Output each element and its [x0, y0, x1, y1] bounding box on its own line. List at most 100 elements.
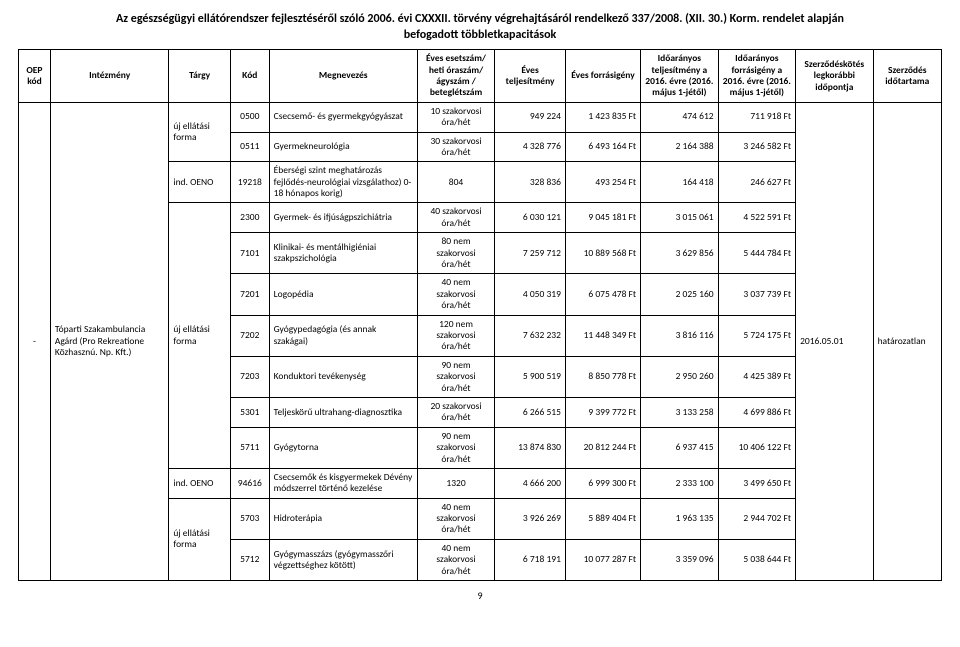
cell-idoaranyos-telj: 164 418: [641, 162, 718, 203]
cell-teljesitmeny: 7 632 232: [495, 315, 566, 356]
cell-idoaranyos-forr: 4 699 886 Ft: [718, 397, 795, 427]
capacity-table: OEP kód Intézmény Tárgy Kód Megnevezés É…: [18, 49, 942, 581]
cell-teljesitmeny: 4 050 319: [495, 274, 566, 315]
cell-idoaranyos-forr: 3 499 650 Ft: [718, 468, 795, 498]
cell-megnevezes: Csecsemő- és gyermekgyógyászat: [269, 102, 417, 132]
cell-kod: 5711: [230, 427, 269, 468]
cell-forrasigeny: 493 254 Ft: [565, 162, 640, 203]
cell-kod: 5703: [230, 498, 269, 539]
cell-esetszam: 20 szakorvosi óra/hét: [417, 397, 494, 427]
cell-esetszam: 120 nem szakorvosi óra/hét: [417, 315, 494, 356]
cell-kod: 7201: [230, 274, 269, 315]
cell-idoaranyos-forr: 5 038 644 Ft: [718, 539, 795, 580]
cell-esetszam: 40 nem szakorvosi óra/hét: [417, 274, 494, 315]
title-line-2: befogadott többletkapacitások: [404, 28, 557, 42]
col-teljesitmeny: Éves teljesítmény: [495, 50, 566, 103]
cell-megnevezes: Teljeskörű ultrahang-diagnosztika: [269, 397, 417, 427]
cell-kod: 7203: [230, 356, 269, 397]
cell-teljesitmeny: 6 718 191: [495, 539, 566, 580]
cell-szerzodes-idotartama: határozatlan: [873, 102, 941, 580]
cell-idoaranyos-forr: 5 444 784 Ft: [718, 233, 795, 274]
cell-teljesitmeny: 5 900 519: [495, 356, 566, 397]
cell-kod: 2300: [230, 203, 269, 233]
title-line-1: Az egészségügyi ellátórendszer fejleszté…: [116, 12, 844, 26]
cell-megnevezes: Hidroterápia: [269, 498, 417, 539]
cell-forrasigeny: 6 493 164 Ft: [565, 132, 640, 162]
col-kod: Kód: [230, 50, 269, 103]
cell-megnevezes: Logopédia: [269, 274, 417, 315]
cell-idoaranyos-forr: 5 724 175 Ft: [718, 315, 795, 356]
cell-esetszam: 1320: [417, 468, 494, 498]
cell-teljesitmeny: 4 328 776: [495, 132, 566, 162]
cell-kod: 7202: [230, 315, 269, 356]
cell-forrasigeny: 6 999 300 Ft: [565, 468, 640, 498]
col-targy: Tárgy: [169, 50, 231, 103]
col-oep: OEP kód: [19, 50, 51, 103]
cell-megnevezes: Gyógypedagógia (és annak szakágai): [269, 315, 417, 356]
cell-targy: ind. OENO: [169, 162, 231, 203]
cell-esetszam: 90 nem szakorvosi óra/hét: [417, 427, 494, 468]
cell-idoaranyos-forr: 3 037 739 Ft: [718, 274, 795, 315]
cell-teljesitmeny: 7 259 712: [495, 233, 566, 274]
cell-idoaranyos-telj: 3 015 061: [641, 203, 718, 233]
cell-idoaranyos-telj: 2 950 260: [641, 356, 718, 397]
cell-idoaranyos-forr: 3 246 582 Ft: [718, 132, 795, 162]
cell-forrasigeny: 8 850 778 Ft: [565, 356, 640, 397]
cell-teljesitmeny: 328 836: [495, 162, 566, 203]
col-esetszam: Éves esetszám/ heti óraszám/ ágyszám / b…: [417, 50, 494, 103]
cell-targy: ind. OENO: [169, 468, 231, 498]
cell-kod: 0500: [230, 102, 269, 132]
cell-targy: új ellátási forma: [169, 102, 231, 162]
page-container: Az egészségügyi ellátórendszer fejleszté…: [0, 0, 960, 614]
col-idoaranyos-forr: Időarányos forrásigény a 2016. évre (201…: [718, 50, 795, 103]
cell-megnevezes: Csecsemők és kisgyermekek Dévény módszer…: [269, 468, 417, 498]
cell-megnevezes: Konduktori tevékenység: [269, 356, 417, 397]
cell-megnevezes: Gyógymasszázs (gyógymasszőri végzettségh…: [269, 539, 417, 580]
cell-idoaranyos-forr: 4 425 389 Ft: [718, 356, 795, 397]
cell-szerzodeskotes: 2016.05.01: [796, 102, 873, 580]
cell-teljesitmeny: 949 224: [495, 102, 566, 132]
cell-idoaranyos-telj: 2 025 160: [641, 274, 718, 315]
cell-esetszam: 40 szakorvosi óra/hét: [417, 203, 494, 233]
document-title: Az egészségügyi ellátórendszer fejleszté…: [18, 12, 942, 43]
cell-teljesitmeny: 4 666 200: [495, 468, 566, 498]
cell-kod: 5712: [230, 539, 269, 580]
cell-megnevezes: Gyermek- és ifjúságpszichiátria: [269, 203, 417, 233]
cell-megnevezes: Gyógytorna: [269, 427, 417, 468]
cell-targy: új ellátási forma: [169, 498, 231, 580]
cell-idoaranyos-telj: 1 963 135: [641, 498, 718, 539]
cell-kod: 0511: [230, 132, 269, 162]
cell-teljesitmeny: 3 926 269: [495, 498, 566, 539]
cell-idoaranyos-telj: 2 164 388: [641, 132, 718, 162]
cell-kod: 7101: [230, 233, 269, 274]
cell-idoaranyos-forr: 246 627 Ft: [718, 162, 795, 203]
cell-idoaranyos-telj: 2 333 100: [641, 468, 718, 498]
cell-teljesitmeny: 6 266 515: [495, 397, 566, 427]
cell-forrasigeny: 10 077 287 Ft: [565, 539, 640, 580]
cell-esetszam: 10 szakorvosi óra/hét: [417, 102, 494, 132]
cell-teljesitmeny: 6 030 121: [495, 203, 566, 233]
cell-forrasigeny: 9 045 181 Ft: [565, 203, 640, 233]
cell-idoaranyos-telj: 474 612: [641, 102, 718, 132]
cell-oep-kod: -: [19, 102, 51, 580]
header-row: OEP kód Intézmény Tárgy Kód Megnevezés É…: [19, 50, 942, 103]
col-intezmeny: Intézmény: [50, 50, 169, 103]
cell-forrasigeny: 20 812 244 Ft: [565, 427, 640, 468]
cell-idoaranyos-telj: 3 359 096: [641, 539, 718, 580]
cell-esetszam: 804: [417, 162, 494, 203]
cell-forrasigeny: 1 423 835 Ft: [565, 102, 640, 132]
cell-targy: új ellátási forma: [169, 203, 231, 468]
cell-idoaranyos-telj: 6 937 415: [641, 427, 718, 468]
cell-esetszam: 30 szakorvosi óra/hét: [417, 132, 494, 162]
cell-idoaranyos-forr: 2 944 702 Ft: [718, 498, 795, 539]
cell-idoaranyos-forr: 10 406 122 Ft: [718, 427, 795, 468]
cell-megnevezes: Gyermekneurológia: [269, 132, 417, 162]
cell-forrasigeny: 5 889 404 Ft: [565, 498, 640, 539]
cell-esetszam: 80 nem szakorvosi óra/hét: [417, 233, 494, 274]
cell-idoaranyos-telj: 3 133 258: [641, 397, 718, 427]
cell-megnevezes: Éberségi szint meghatározás fejlődés-neu…: [269, 162, 417, 203]
cell-forrasigeny: 6 075 478 Ft: [565, 274, 640, 315]
cell-forrasigeny: 11 448 349 Ft: [565, 315, 640, 356]
cell-idoaranyos-forr: 4 522 591 Ft: [718, 203, 795, 233]
cell-esetszam: 90 nem szakorvosi óra/hét: [417, 356, 494, 397]
